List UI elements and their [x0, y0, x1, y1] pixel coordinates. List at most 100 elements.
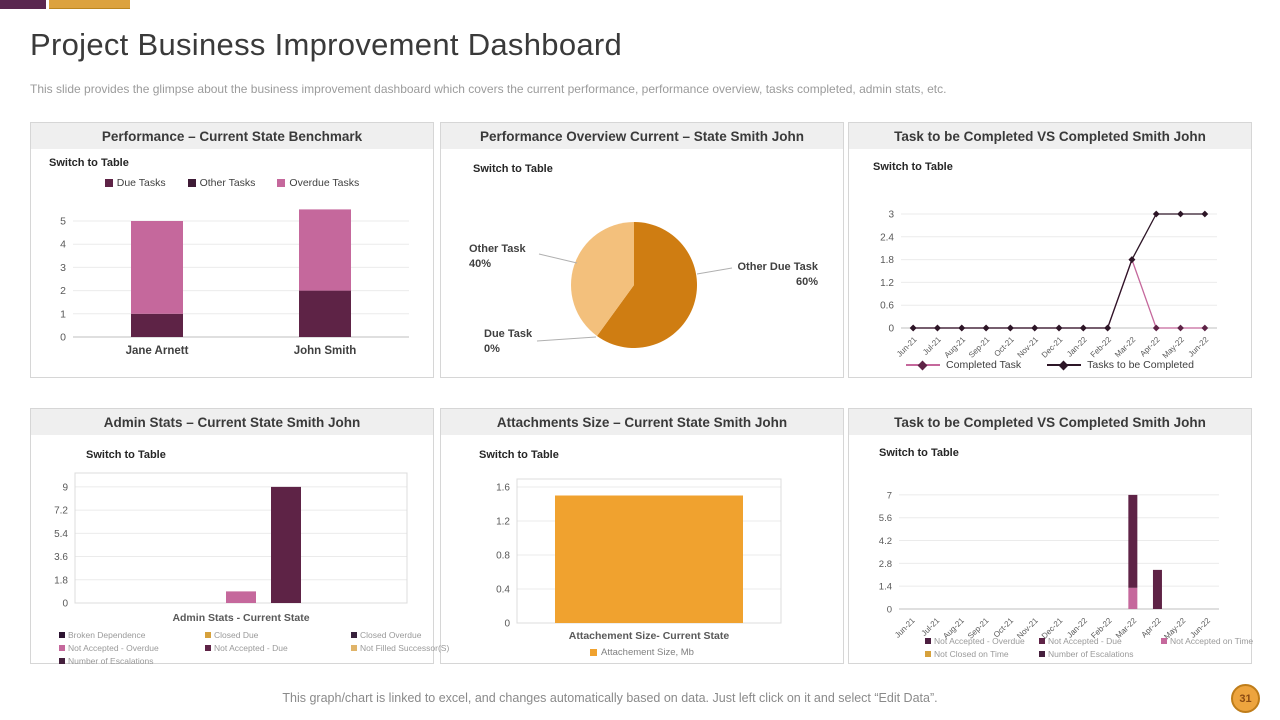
svg-text:1.2: 1.2 — [880, 278, 894, 289]
svg-text:40%: 40% — [469, 258, 491, 270]
panel-tasks-monthly-bar: Task to be Completed VS Completed Smith … — [848, 408, 1253, 664]
svg-text:Feb-22: Feb-22 — [1089, 335, 1114, 360]
svg-text:2.8: 2.8 — [879, 559, 892, 570]
footer-note: This graph/chart is linked to excel, and… — [282, 691, 938, 705]
chart-legend: Completed Task Tasks to be Completed — [849, 359, 1251, 371]
svg-text:1: 1 — [60, 308, 66, 320]
svg-text:0: 0 — [888, 324, 894, 335]
axes: 0 1.8 3.6 5.4 7.2 9 — [54, 472, 408, 610]
bars — [131, 209, 351, 337]
switch-to-table-link[interactable]: Switch to Table — [86, 449, 166, 461]
attachments-bar-chart[interactable]: 0 0.4 0.8 1.2 1.6 Attachement Size- Current S… — [441, 409, 843, 663]
axes: 0 0.6 1.2 1.8 2.4 3 — [880, 210, 1217, 335]
legend-item: Overdue Tasks — [277, 177, 359, 189]
bars — [555, 495, 743, 623]
svg-text:4.2: 4.2 — [879, 536, 892, 547]
page-number-badge: 31 — [1231, 684, 1260, 713]
svg-text:0.4: 0.4 — [496, 585, 510, 596]
legend-item: Not Accepted - Overdue — [925, 636, 1033, 646]
svg-text:0%: 0% — [484, 343, 500, 355]
accent-bar-purple — [0, 0, 46, 9]
svg-text:Apr-22: Apr-22 — [1138, 335, 1162, 359]
panel-title: Admin Stats – Current State Smith John — [31, 409, 433, 435]
legend-item: Tasks to be Completed — [1047, 359, 1194, 371]
performance-stacked-bar-chart[interactable]: 0 1 2 3 4 5 Jane Arnett John Smith — [31, 123, 433, 377]
svg-text:Sep-21: Sep-21 — [967, 335, 992, 360]
legend-item: Not Closed on Time — [925, 649, 1033, 659]
panel-title: Performance – Current State Benchmark — [31, 123, 433, 149]
svg-text:1.2: 1.2 — [496, 517, 510, 528]
svg-text:Jun-22: Jun-22 — [1187, 335, 1211, 359]
svg-text:Due Task: Due Task — [484, 328, 533, 340]
svg-text:5.4: 5.4 — [54, 529, 68, 540]
panel-title: Performance Overview Current – State Smi… — [441, 123, 843, 149]
page-subtitle: This slide provides the glimpse about th… — [30, 82, 947, 96]
svg-text:0: 0 — [62, 599, 68, 610]
panel-attachments-size: Attachments Size – Current State Smith J… — [440, 408, 844, 664]
svg-text:Other Task: Other Task — [469, 243, 527, 255]
svg-text:Other Due Task: Other Due Task — [738, 261, 819, 273]
svg-text:0.8: 0.8 — [496, 551, 510, 562]
svg-text:1.8: 1.8 — [54, 575, 68, 586]
tasks-line-chart[interactable]: 0 0.6 1.2 1.8 2.4 3 Jun-21 Jul-21 Aug-21 Sep-21 Oc… — [849, 123, 1251, 377]
legend-item: Not Accepted - Due — [205, 643, 345, 653]
switch-to-table-link[interactable]: Switch to Table — [479, 449, 559, 461]
legend-item: Closed Overdue — [351, 630, 449, 640]
switch-to-table-link[interactable]: Switch to Table — [879, 447, 959, 459]
legend-item: Attachement Size, Mb — [590, 647, 694, 658]
svg-text:0: 0 — [60, 332, 66, 344]
accent-bar-orange — [49, 0, 130, 9]
svg-text:5: 5 — [60, 216, 66, 228]
svg-text:3: 3 — [888, 210, 894, 221]
svg-text:7.2: 7.2 — [54, 506, 68, 517]
switch-to-table-link[interactable]: Switch to Table — [873, 161, 953, 173]
svg-text:4: 4 — [60, 239, 66, 251]
panel-admin-stats: Admin Stats – Current State Smith John S… — [30, 408, 449, 666]
svg-text:0: 0 — [504, 619, 510, 630]
svg-text:Attachement Size- Current Stat: Attachement Size- Current State — [569, 630, 730, 642]
axes: 0 1.4 2.8 4.2 5.6 7 — [879, 490, 1219, 616]
axes: 0 1 2 3 4 5 — [60, 216, 409, 344]
svg-text:1.6: 1.6 — [496, 483, 510, 494]
svg-text:Oct-21: Oct-21 — [992, 335, 1016, 359]
legend-item: Not Filled Successor(S) — [351, 643, 449, 653]
switch-to-table-link[interactable]: Switch to Table — [473, 163, 553, 175]
panel-performance-overview: Performance Overview Current – State Smi… — [440, 122, 844, 378]
legend-item: Number of Escalations — [1039, 649, 1155, 659]
bars — [226, 486, 301, 603]
svg-text:Jane Arnett: Jane Arnett — [126, 345, 189, 357]
svg-text:60%: 60% — [796, 276, 818, 288]
svg-text:Dec-21: Dec-21 — [1040, 335, 1065, 360]
admin-stats-bar-chart[interactable]: 0 1.8 3.6 5.4 7.2 9 Admin Stats - Current Stat… — [31, 409, 433, 663]
svg-text:Jun-21: Jun-21 — [895, 335, 919, 359]
svg-text:7: 7 — [887, 490, 892, 501]
panel-title: Task to be Completed VS Completed Smith … — [849, 123, 1251, 149]
svg-text:1.4: 1.4 — [879, 582, 892, 593]
legend-item: Completed Task — [906, 359, 1021, 371]
performance-overview-pie-chart[interactable]: Other Task 40% Other Due Task 60% Due Task 0% — [441, 123, 843, 377]
svg-text:3: 3 — [60, 262, 66, 274]
legend-item: Other Tasks — [187, 177, 255, 189]
panel-tasks-line: Task to be Completed VS Completed Smith … — [848, 122, 1252, 378]
legend-item: Not Accepted - Due — [1039, 636, 1155, 646]
svg-text:Jul-21: Jul-21 — [920, 616, 942, 638]
legend-item: Not Accepted - Overdue — [59, 643, 199, 653]
svg-text:2: 2 — [60, 285, 66, 297]
legend-item: Not Accepted on Time — [1161, 636, 1253, 646]
panel-title: Attachments Size – Current State Smith J… — [441, 409, 843, 435]
panel-performance-benchmark: Performance – Current State Benchmark Sw… — [30, 122, 434, 378]
svg-text:5.6: 5.6 — [879, 513, 892, 524]
svg-text:Jul-21: Jul-21 — [921, 335, 943, 357]
svg-text:Admin Stats - Current State: Admin Stats - Current State — [172, 612, 309, 624]
svg-text:Nov-21: Nov-21 — [1016, 335, 1041, 360]
svg-text:Aug-21: Aug-21 — [943, 335, 968, 360]
svg-text:May-22: May-22 — [1161, 335, 1187, 361]
svg-text:Jun-21: Jun-21 — [893, 616, 917, 640]
switch-to-table-link[interactable]: Switch to Table — [49, 157, 129, 169]
svg-text:3.6: 3.6 — [54, 552, 68, 563]
svg-text:Mar-22: Mar-22 — [1113, 335, 1138, 360]
svg-text:9: 9 — [62, 482, 68, 493]
legend-item: Closed Due — [205, 630, 345, 640]
